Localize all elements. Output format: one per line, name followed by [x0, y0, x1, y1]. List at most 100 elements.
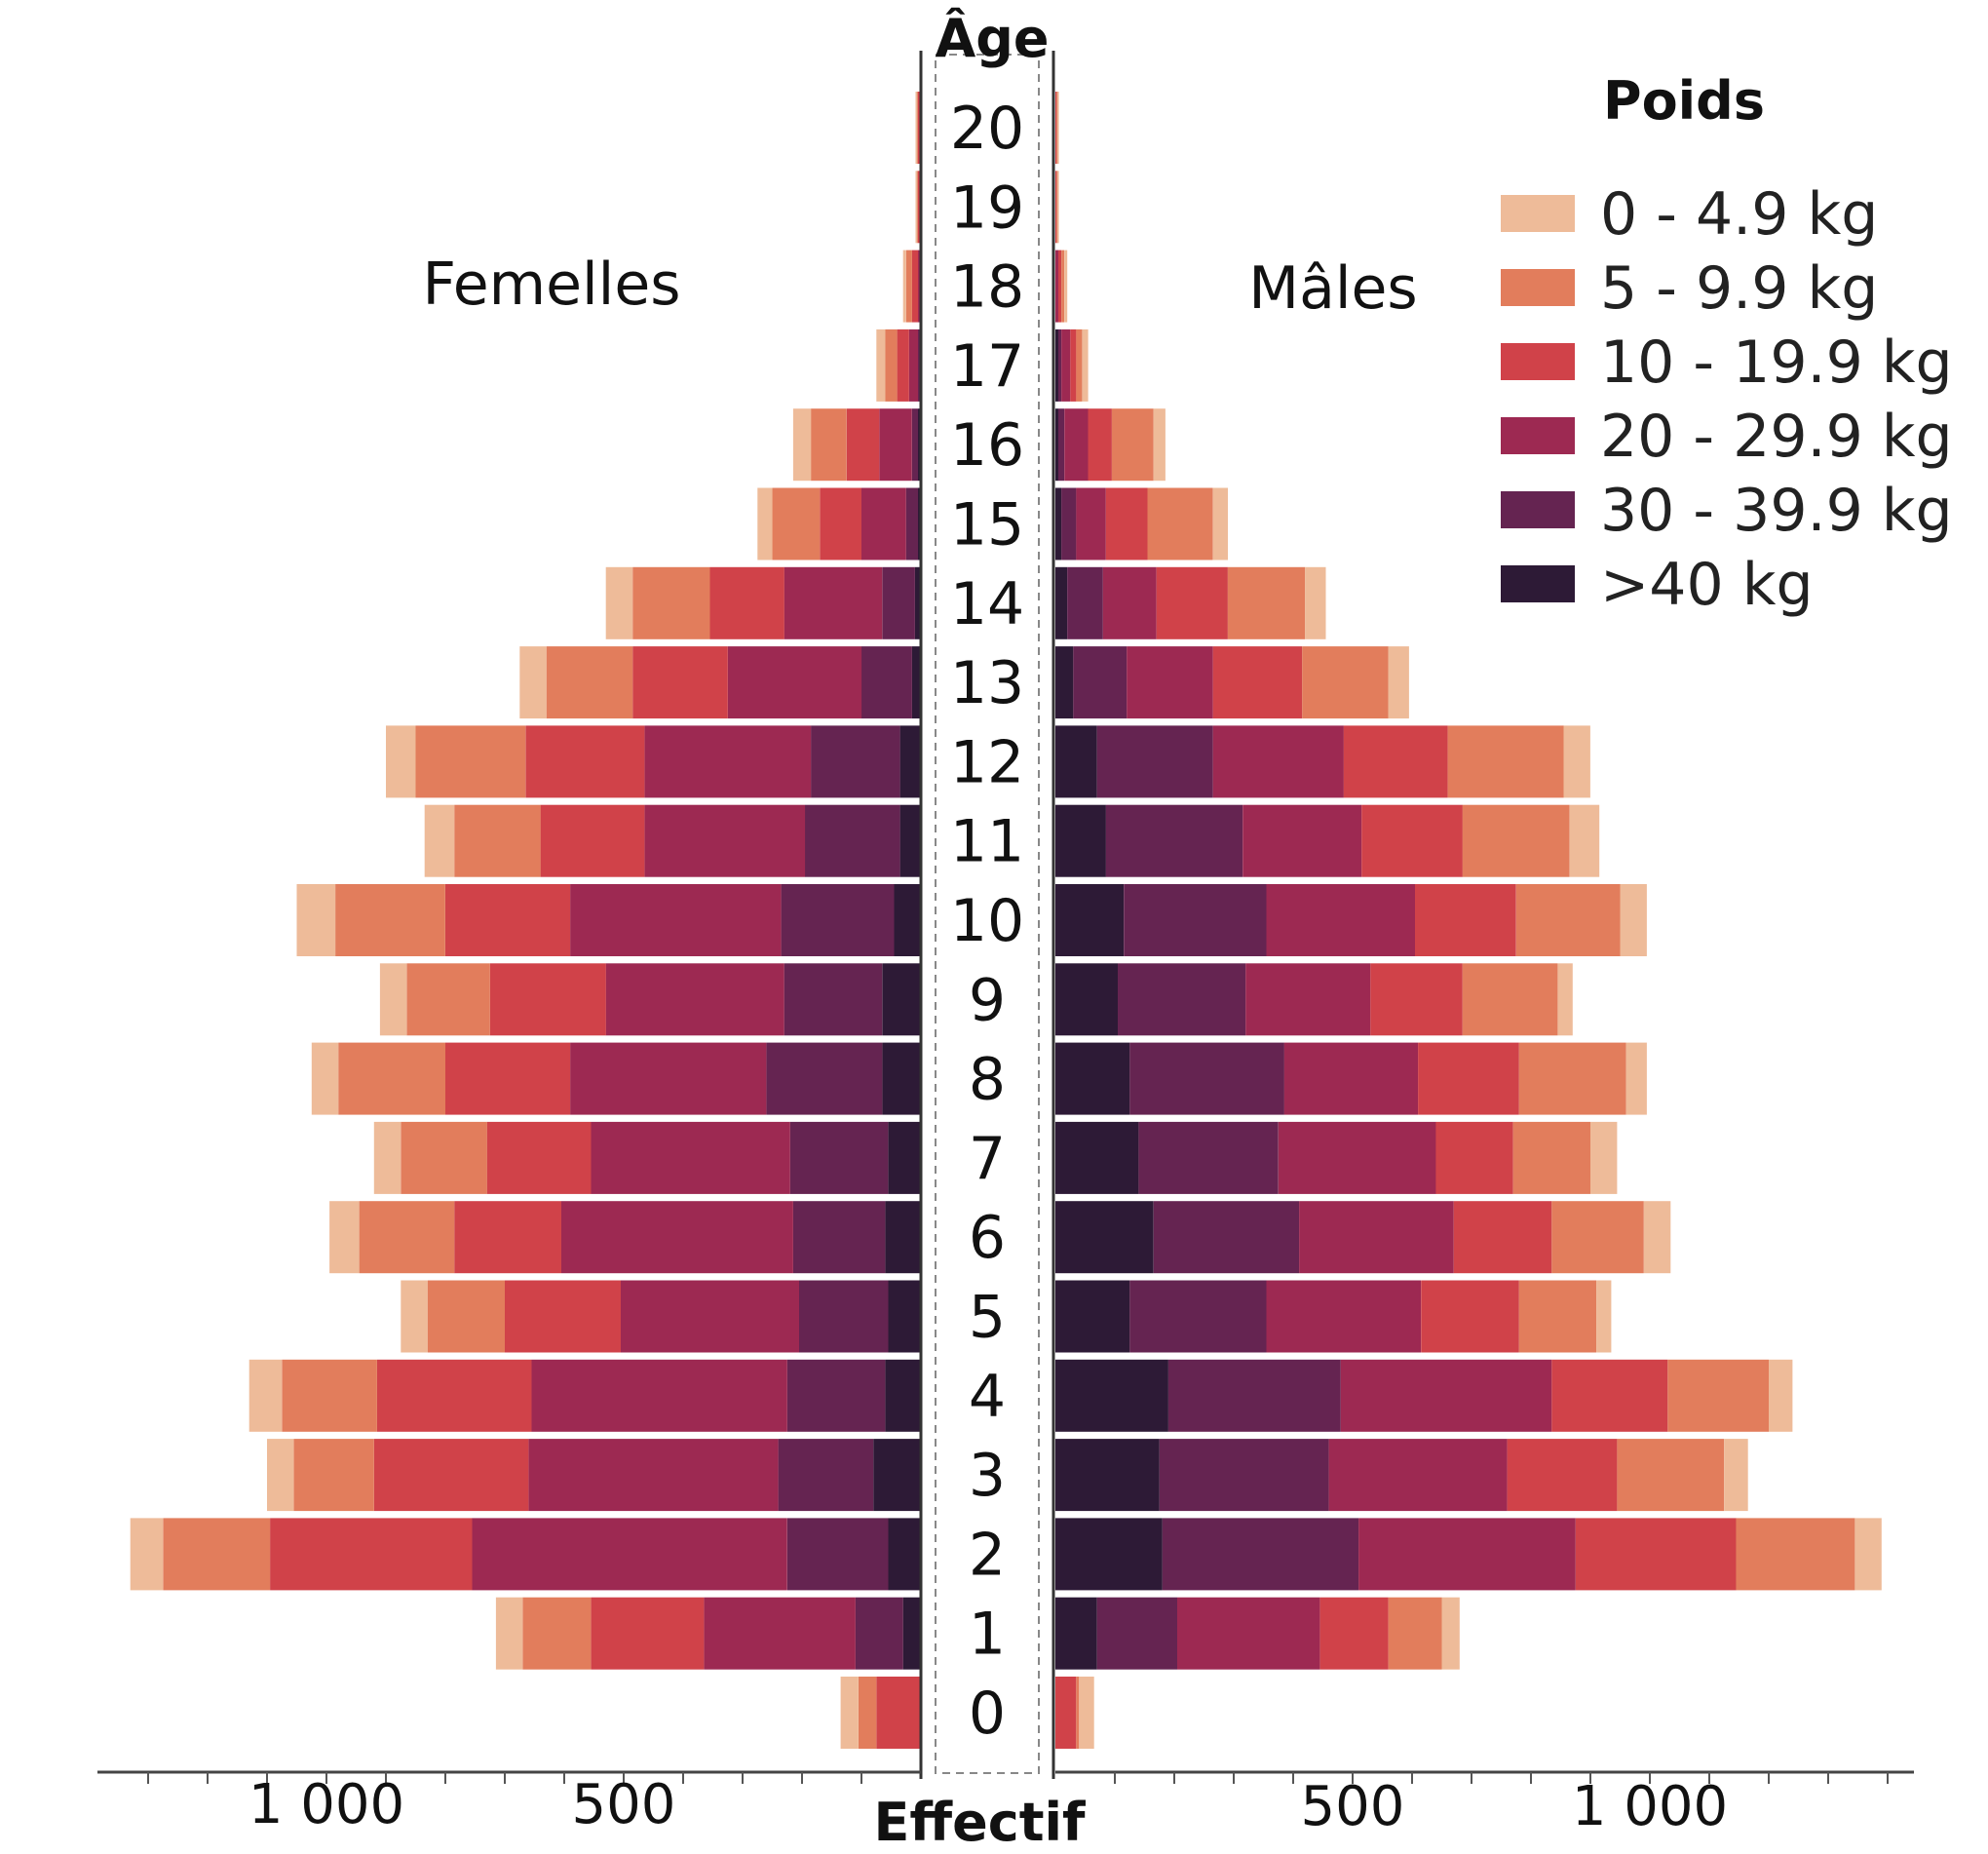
bar-femelles-age-14-10-19-9-kg: [709, 566, 784, 639]
bar-males-age-6-30-39-9-kg: [1153, 1201, 1300, 1274]
bar-femelles-age-7-0-4-9-kg: [373, 1121, 401, 1194]
bar-femelles-age-14-20-29-9-kg: [784, 566, 883, 639]
bar-males-age-15-5-9-9-kg: [1147, 487, 1213, 560]
age-tick-label: 1: [969, 1601, 1006, 1669]
bar-femelles-age-5-10-19-9-kg: [505, 1280, 621, 1353]
bar-femelles-age-8-10-19-9-kg: [445, 1042, 571, 1115]
bar-males-age-15-10-19-9-kg: [1105, 487, 1148, 560]
bar-femelles-age-6-10-19-9-kg: [454, 1201, 561, 1274]
bar-femelles-age-1-5-9-9-kg: [522, 1597, 592, 1670]
bar-males-age-4-0-4-9-kg: [1769, 1359, 1793, 1432]
bar-femelles-age-4-10-19-9-kg: [376, 1359, 532, 1432]
bar-males-age-4-30-39-9-kg: [1167, 1359, 1341, 1432]
legend-swatch-over-40-kg: [1501, 565, 1575, 602]
bar-femelles-age-16-5-9-9-kg: [811, 408, 847, 482]
bar-males-age-11-10-19-9-kg: [1361, 804, 1463, 877]
age-tick-label: 20: [950, 95, 1024, 163]
bar-males-age-2-10-19-9-kg: [1575, 1518, 1737, 1591]
bar-femelles-age-8-over-40-kg: [882, 1042, 921, 1115]
bar-males-age-2-20-29-9-kg: [1358, 1518, 1576, 1591]
age-axis-title: Âge: [935, 8, 1049, 69]
age-tick-label: 18: [950, 253, 1024, 322]
bar-males-age-0-0-4-9-kg: [1079, 1677, 1094, 1749]
bar-males-age-5-5-9-9-kg: [1518, 1280, 1597, 1353]
bar-males-age-17-30-39-9-kg: [1058, 328, 1061, 402]
bar-males-age-7-30-39-9-kg: [1138, 1121, 1279, 1194]
bar-femelles-age-9-over-40-kg: [882, 963, 921, 1036]
bar-males-age-20-10-19-9-kg: [1055, 92, 1057, 164]
age-tick-label: 15: [950, 491, 1024, 560]
age-tick-label: 17: [950, 332, 1024, 401]
legend-label-5-9-9-kg: 5 - 9.9 kg: [1600, 254, 1878, 323]
bar-femelles-age-19-5-9-9-kg: [916, 171, 918, 244]
bar-femelles-age-4-0-4-9-kg: [248, 1359, 283, 1432]
bar-femelles-age-16-20-29-9-kg: [879, 408, 912, 482]
bar-femelles-age-11-0-4-9-kg: [424, 804, 455, 877]
bar-males-age-14-10-19-9-kg: [1156, 566, 1228, 639]
bar-males-age-9-over-40-kg: [1055, 963, 1118, 1036]
bar-males-age-5-30-39-9-kg: [1129, 1280, 1267, 1353]
legend-swatch-0-4-9-kg: [1501, 195, 1575, 232]
bar-males-age-10-0-4-9-kg: [1620, 884, 1647, 956]
bar-males-age-9-5-9-9-kg: [1462, 963, 1558, 1036]
count-axis-title: Effectif: [873, 1792, 1086, 1853]
bar-femelles-age-1-over-40-kg: [902, 1597, 921, 1670]
age-tick-label: 5: [969, 1284, 1006, 1352]
bar-femelles-age-17-5-9-9-kg: [885, 328, 898, 402]
bar-males-age-8-30-39-9-kg: [1129, 1042, 1284, 1115]
bar-males-age-12-10-19-9-kg: [1343, 725, 1448, 798]
age-tick-label: 7: [969, 1125, 1006, 1193]
bar-males-age-15-20-29-9-kg: [1076, 487, 1106, 560]
bar-males-age-7-over-40-kg: [1055, 1121, 1139, 1194]
bar-femelles-age-11-5-9-9-kg: [454, 804, 541, 877]
bar-males-age-4-5-9-9-kg: [1667, 1359, 1769, 1432]
age-tick-label: 4: [969, 1363, 1006, 1431]
bar-femelles-age-13-0-4-9-kg: [519, 646, 547, 719]
bar-femelles-age-13-20-29-9-kg: [727, 646, 862, 719]
bar-males-age-18-5-9-9-kg: [1061, 250, 1065, 323]
bar-males-age-17-5-9-9-kg: [1076, 328, 1083, 402]
bar-femelles-age-12-20-29-9-kg: [644, 725, 812, 798]
bar-males-age-5-0-4-9-kg: [1596, 1280, 1612, 1353]
bar-males-age-11-0-4-9-kg: [1569, 804, 1600, 877]
age-tick-label: 13: [950, 649, 1024, 717]
legend-title: Poids: [1603, 70, 1765, 132]
bar-femelles-age-10-5-9-9-kg: [335, 884, 445, 956]
bar-femelles-age-8-30-39-9-kg: [766, 1042, 883, 1115]
bar-males-age-15-over-40-kg: [1055, 487, 1062, 560]
bar-femelles-age-9-0-4-9-kg: [379, 963, 407, 1036]
bar-males-age-7-20-29-9-kg: [1278, 1121, 1436, 1194]
bar-femelles-age-11-10-19-9-kg: [540, 804, 645, 877]
legend-label-over-40-kg: >40 kg: [1600, 551, 1814, 619]
bar-males-age-14-20-29-9-kg: [1102, 566, 1157, 639]
bar-femelles-age-4-over-40-kg: [885, 1359, 921, 1432]
bar-males-age-8-20-29-9-kg: [1283, 1042, 1419, 1115]
male-group-label: Mâles: [1248, 254, 1417, 323]
bar-males-age-4-over-40-kg: [1055, 1359, 1168, 1432]
bar-males-age-13-0-4-9-kg: [1388, 646, 1409, 719]
bar-males-age-3-over-40-kg: [1055, 1439, 1160, 1512]
bar-femelles-age-17-0-4-9-kg: [876, 328, 886, 402]
bar-femelles-age-18-0-4-9-kg: [902, 250, 906, 323]
bar-males-age-10-5-9-9-kg: [1515, 884, 1621, 956]
bar-femelles-age-8-5-9-9-kg: [338, 1042, 445, 1115]
bar-femelles-age-0-10-19-9-kg: [876, 1677, 922, 1749]
bar-femelles-age-1-20-29-9-kg: [704, 1597, 856, 1670]
bar-males-age-1-0-4-9-kg: [1441, 1597, 1460, 1670]
bar-males-age-9-10-19-9-kg: [1370, 963, 1463, 1036]
bar-femelles-age-7-over-40-kg: [888, 1121, 921, 1194]
bar-femelles-age-18-10-19-9-kg: [911, 250, 918, 323]
bar-femelles-age-13-over-40-kg: [911, 646, 922, 719]
bar-males-age-10-over-40-kg: [1055, 884, 1125, 956]
bar-males-age-11-30-39-9-kg: [1105, 804, 1243, 877]
bar-males-age-9-20-29-9-kg: [1245, 963, 1371, 1036]
bar-males-age-11-over-40-kg: [1055, 804, 1106, 877]
bar-males-age-10-10-19-9-kg: [1415, 884, 1516, 956]
bar-males-age-3-20-29-9-kg: [1328, 1439, 1508, 1512]
bar-femelles-age-7-20-29-9-kg: [591, 1121, 790, 1194]
bar-males-age-12-20-29-9-kg: [1212, 725, 1344, 798]
bar-femelles-age-14-over-40-kg: [914, 566, 921, 639]
bar-femelles-age-16-30-39-9-kg: [911, 408, 918, 482]
bar-males-age-8-0-4-9-kg: [1625, 1042, 1647, 1115]
